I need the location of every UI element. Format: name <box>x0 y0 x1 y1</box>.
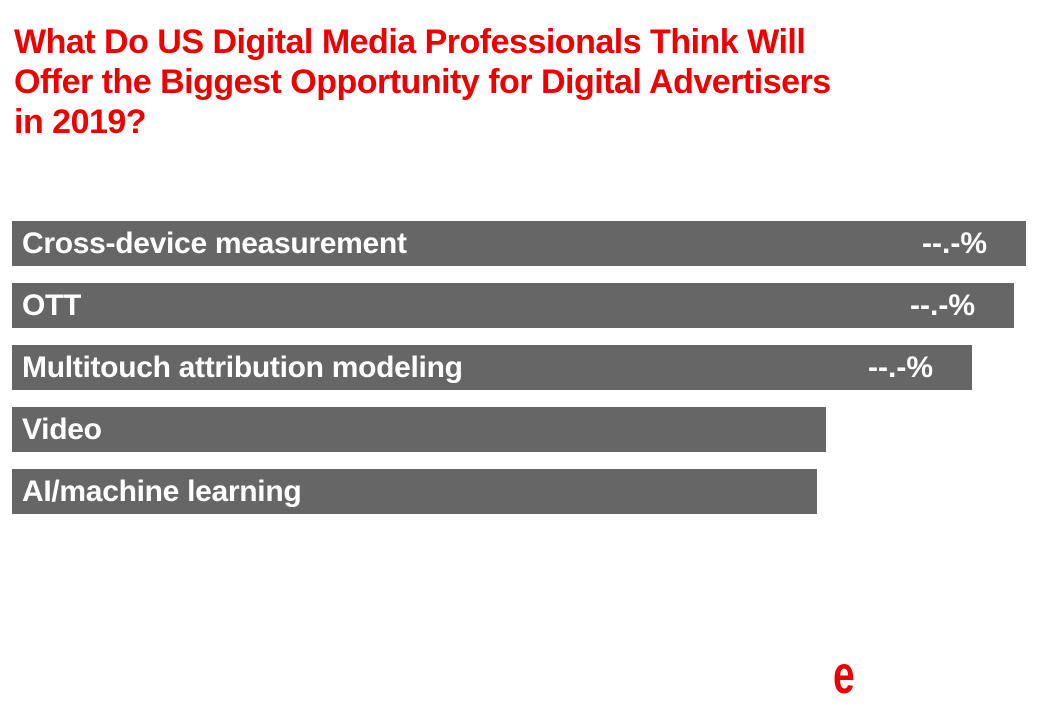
chart-title-line-1: What Do US Digital Media Professionals T… <box>14 23 806 61</box>
chart-title-line-2: Offer the Biggest Opportunity for Digita… <box>14 63 831 101</box>
bar-row: AI/machine learning <box>12 469 817 514</box>
bar-value: --.-% <box>910 288 975 322</box>
bar-label: OTT <box>22 288 82 322</box>
bar-label: Multitouch attribution modeling <box>22 350 463 384</box>
bar-row: Cross-device measurement --.-% <box>12 221 1026 266</box>
bar-value: --.-% <box>922 226 987 260</box>
bar-row: OTT --.-% <box>12 283 1014 328</box>
bar-label: Video <box>22 412 102 446</box>
bar-row: Multitouch attribution modeling --.-% <box>12 345 972 390</box>
emarketer-logo-e-icon: e <box>833 645 855 705</box>
bar-value: --.-% <box>868 350 933 384</box>
bar-label: AI/machine learning <box>22 474 302 508</box>
bar-label: Cross-device measurement <box>22 226 407 260</box>
chart-title-line-3: in 2019? <box>14 103 147 141</box>
chart-title: What Do US Digital Media Professionals T… <box>14 22 1020 142</box>
bar-row: Video <box>12 407 826 452</box>
bar-chart: Cross-device measurement --.-% OTT --.-% Mul… <box>12 221 1026 531</box>
